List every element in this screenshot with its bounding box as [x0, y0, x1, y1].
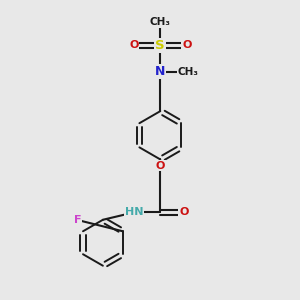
Text: CH₃: CH₃ [178, 67, 199, 77]
Text: O: O [179, 207, 188, 218]
Text: O: O [129, 40, 139, 50]
Text: O: O [182, 40, 191, 50]
Text: CH₃: CH₃ [150, 17, 171, 27]
Text: O: O [156, 160, 165, 171]
Text: S: S [155, 39, 165, 52]
Text: N: N [155, 65, 166, 79]
Text: HN: HN [124, 207, 143, 218]
Text: F: F [74, 215, 82, 225]
